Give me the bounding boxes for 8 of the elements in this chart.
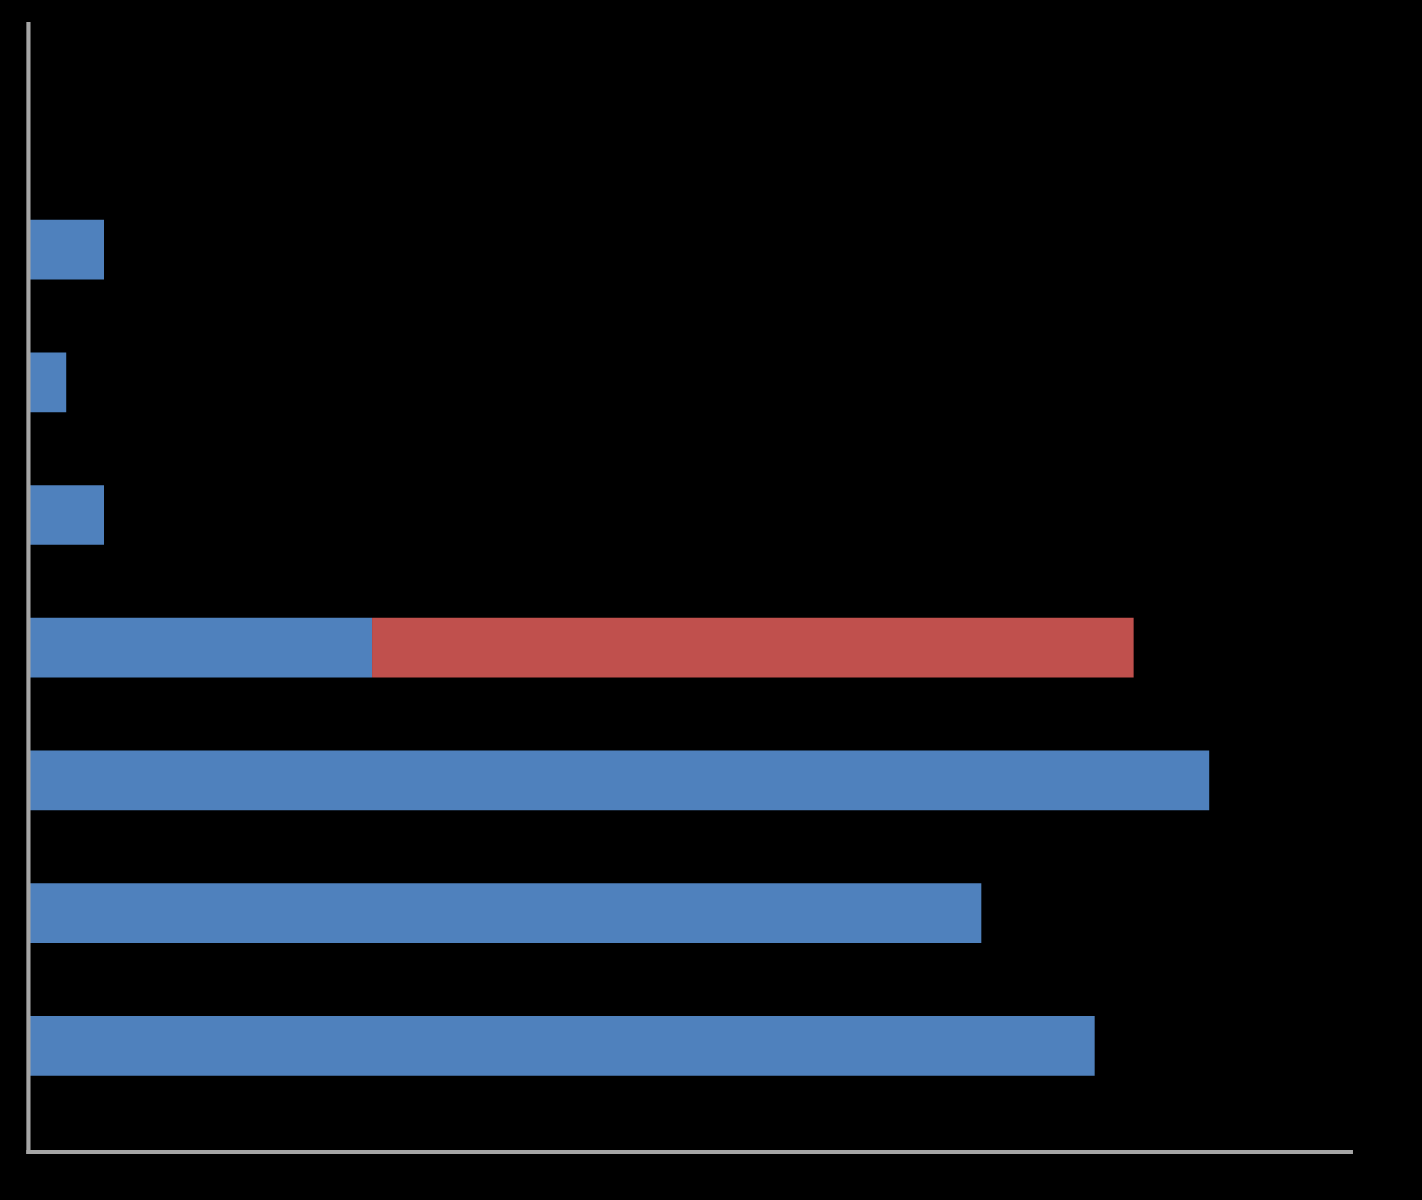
bar bbox=[28, 617, 373, 678]
bar bbox=[372, 617, 1134, 678]
bar bbox=[28, 883, 982, 943]
bar bbox=[28, 352, 67, 413]
bar bbox=[28, 1015, 1095, 1076]
bar bbox=[28, 219, 105, 280]
bar bbox=[28, 750, 1210, 811]
bar bbox=[28, 485, 105, 545]
